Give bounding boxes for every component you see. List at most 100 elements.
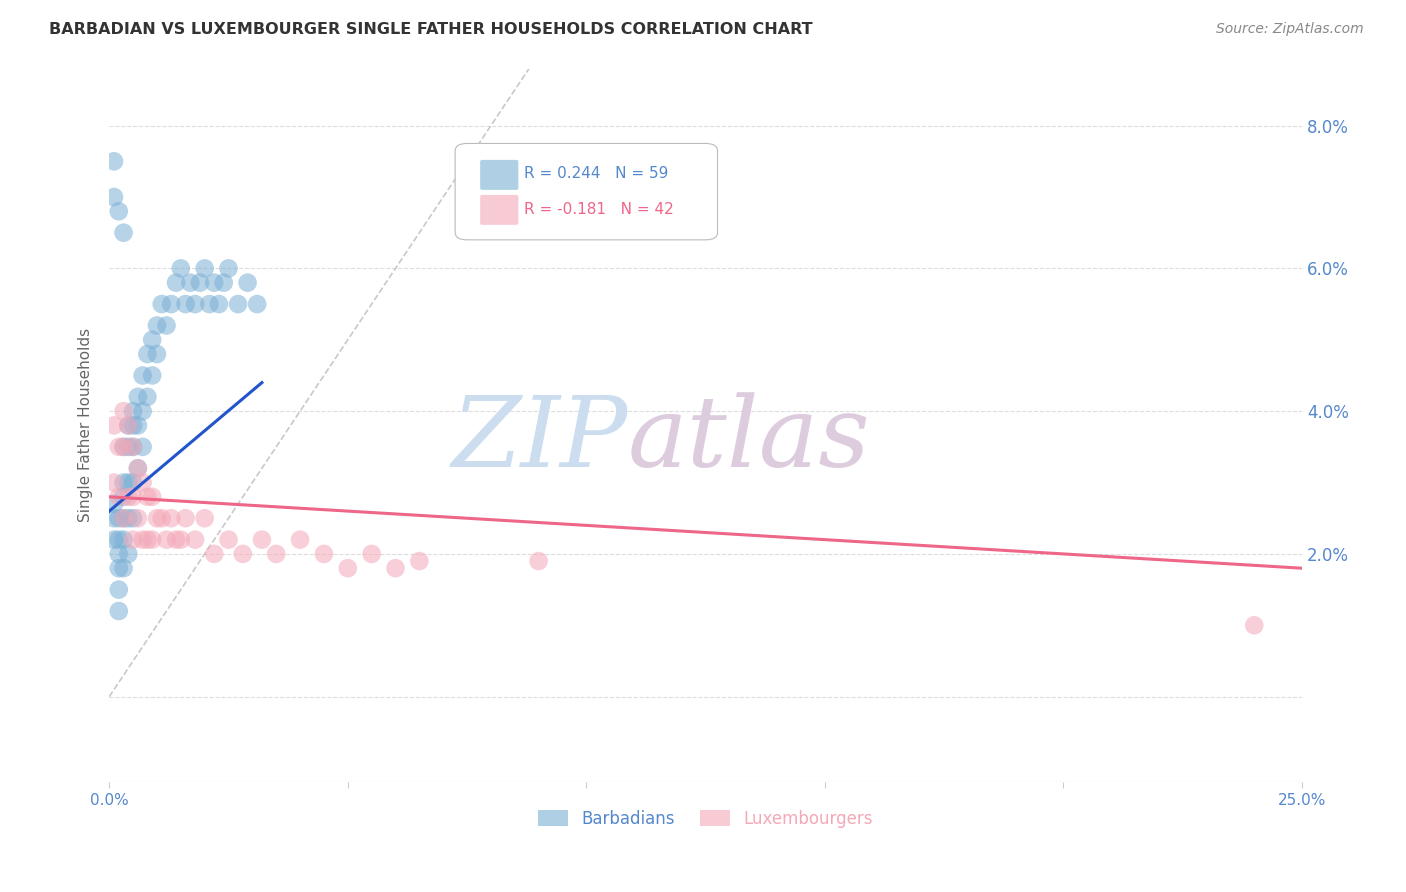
- Point: [112, 490, 135, 504]
- Point: [232, 547, 254, 561]
- Point: [202, 547, 225, 561]
- Point: [107, 604, 129, 618]
- Point: [131, 368, 153, 383]
- Point: [127, 390, 149, 404]
- Point: [122, 440, 145, 454]
- Point: [179, 276, 201, 290]
- Point: [107, 204, 129, 219]
- Point: [160, 297, 183, 311]
- Point: [174, 297, 197, 311]
- Point: [194, 261, 217, 276]
- Point: [136, 490, 159, 504]
- Point: [107, 582, 129, 597]
- Point: [136, 347, 159, 361]
- Point: [112, 511, 135, 525]
- Point: [103, 190, 125, 204]
- Point: [112, 475, 135, 490]
- Point: [103, 497, 125, 511]
- Point: [107, 561, 129, 575]
- Text: Source: ZipAtlas.com: Source: ZipAtlas.com: [1216, 22, 1364, 37]
- Point: [236, 276, 259, 290]
- Point: [127, 461, 149, 475]
- Point: [107, 547, 129, 561]
- Point: [122, 404, 145, 418]
- Text: R = -0.181   N = 42: R = -0.181 N = 42: [524, 202, 673, 217]
- Point: [103, 533, 125, 547]
- Point: [141, 333, 163, 347]
- Point: [117, 547, 139, 561]
- Point: [117, 440, 139, 454]
- Point: [146, 347, 169, 361]
- Point: [103, 418, 125, 433]
- Point: [218, 533, 240, 547]
- Point: [184, 533, 207, 547]
- Text: BARBADIAN VS LUXEMBOURGER SINGLE FATHER HOUSEHOLDS CORRELATION CHART: BARBADIAN VS LUXEMBOURGER SINGLE FATHER …: [49, 22, 813, 37]
- Y-axis label: Single Father Households: Single Father Households: [79, 328, 93, 523]
- Point: [146, 511, 169, 525]
- Point: [122, 418, 145, 433]
- Point: [127, 511, 149, 525]
- Point: [107, 440, 129, 454]
- Point: [250, 533, 273, 547]
- Point: [150, 297, 173, 311]
- Point: [136, 390, 159, 404]
- Text: R = 0.244   N = 59: R = 0.244 N = 59: [524, 166, 669, 181]
- Point: [264, 547, 287, 561]
- Point: [198, 297, 221, 311]
- Point: [141, 533, 163, 547]
- Point: [360, 547, 382, 561]
- Point: [112, 533, 135, 547]
- Point: [117, 418, 139, 433]
- Point: [146, 318, 169, 333]
- Point: [122, 490, 145, 504]
- Point: [246, 297, 269, 311]
- Point: [112, 440, 135, 454]
- Point: [117, 511, 139, 525]
- Point: [112, 561, 135, 575]
- Point: [141, 368, 163, 383]
- Point: [107, 490, 129, 504]
- Point: [103, 475, 125, 490]
- Point: [165, 276, 187, 290]
- Point: [194, 511, 217, 525]
- Point: [107, 511, 129, 525]
- Point: [131, 440, 153, 454]
- Point: [160, 511, 183, 525]
- Point: [150, 511, 173, 525]
- Point: [212, 276, 235, 290]
- Point: [141, 490, 163, 504]
- Point: [174, 511, 197, 525]
- Point: [131, 475, 153, 490]
- Point: [127, 418, 149, 433]
- Point: [155, 318, 177, 333]
- Point: [288, 533, 311, 547]
- Point: [188, 276, 211, 290]
- Point: [1243, 618, 1265, 632]
- Legend: Barbadians, Luxembourgers: Barbadians, Luxembourgers: [531, 804, 880, 835]
- Point: [112, 404, 135, 418]
- Text: atlas: atlas: [628, 392, 870, 487]
- Point: [155, 533, 177, 547]
- Point: [122, 511, 145, 525]
- Point: [384, 561, 406, 575]
- Point: [112, 511, 135, 525]
- Point: [103, 511, 125, 525]
- Point: [117, 490, 139, 504]
- Point: [112, 440, 135, 454]
- Text: ZIP: ZIP: [451, 392, 628, 487]
- Point: [131, 533, 153, 547]
- Point: [122, 440, 145, 454]
- Point: [208, 297, 231, 311]
- Point: [127, 461, 149, 475]
- Point: [170, 533, 193, 547]
- Point: [122, 533, 145, 547]
- Point: [202, 276, 225, 290]
- Point: [527, 554, 550, 568]
- Point: [408, 554, 430, 568]
- FancyBboxPatch shape: [456, 144, 717, 240]
- FancyBboxPatch shape: [481, 194, 519, 225]
- Point: [112, 226, 135, 240]
- Point: [336, 561, 359, 575]
- FancyBboxPatch shape: [481, 160, 519, 190]
- Point: [184, 297, 207, 311]
